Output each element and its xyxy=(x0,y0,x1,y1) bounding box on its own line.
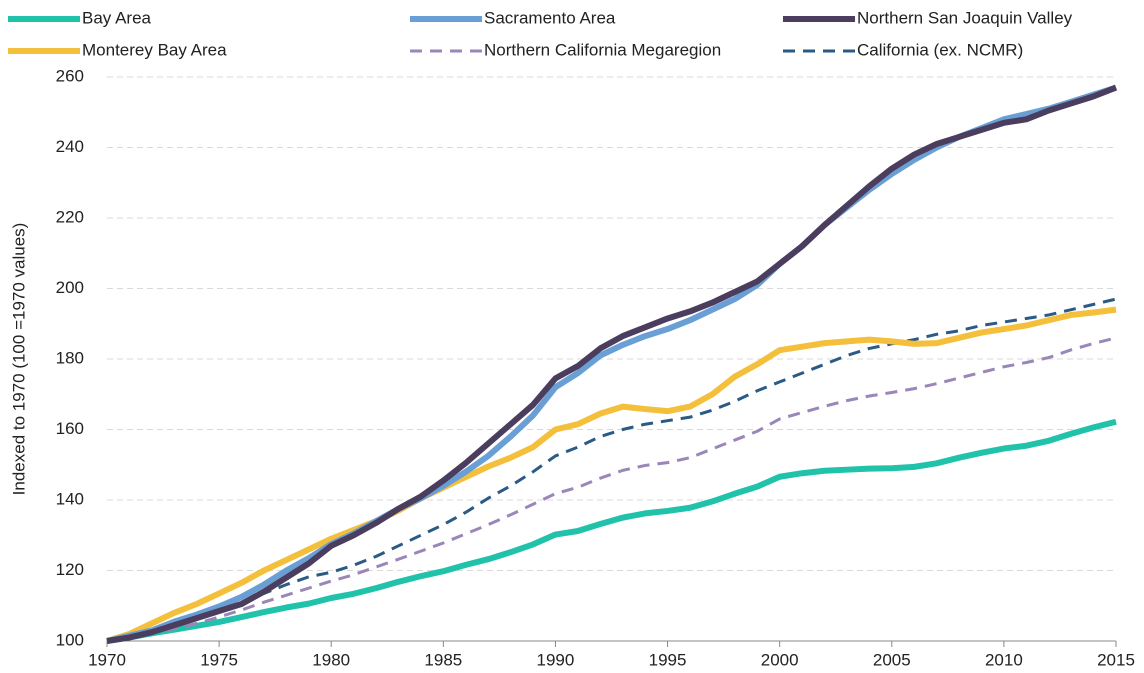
x-tick-label: 1995 xyxy=(649,650,687,669)
series-line xyxy=(106,84,1118,644)
series-line xyxy=(106,297,1117,643)
legend-label: Monterey Bay Area xyxy=(82,40,227,59)
x-tick-label: 1990 xyxy=(537,650,575,669)
x-tick-label: 2005 xyxy=(873,650,911,669)
series-line xyxy=(106,84,1117,644)
y-tick-label: 180 xyxy=(56,348,84,367)
x-tick-label: 1970 xyxy=(88,650,126,669)
x-tick-label: 1985 xyxy=(424,650,462,669)
y-tick-label: 260 xyxy=(56,66,84,85)
x-tick-label: 1975 xyxy=(200,650,238,669)
y-tick-label: 140 xyxy=(56,489,84,508)
y-tick-label: 160 xyxy=(56,419,84,438)
legend-label: Sacramento Area xyxy=(484,8,616,27)
legend-label: Bay Area xyxy=(82,8,152,27)
series-line xyxy=(106,336,1117,643)
legend-label: Northern California Megaregion xyxy=(484,40,721,59)
series-line xyxy=(106,418,1117,644)
x-tick-label: 2010 xyxy=(985,650,1023,669)
y-tick-label: 220 xyxy=(56,207,84,226)
legend-label: Northern San Joaquin Valley xyxy=(857,8,1073,27)
x-tick-label: 2000 xyxy=(761,650,799,669)
y-tick-label: 200 xyxy=(56,278,84,297)
y-tick-label: 240 xyxy=(56,137,84,156)
x-tick-label: 1980 xyxy=(312,650,350,669)
y-tick-label: 100 xyxy=(56,630,84,649)
series-line xyxy=(106,306,1117,644)
y-tick-label: 120 xyxy=(56,560,84,579)
y-axis-label: Indexed to 1970 (100 =1970 values) xyxy=(9,223,28,496)
legend-label: California (ex. NCMR) xyxy=(857,40,1023,59)
x-tick-label: 2015 xyxy=(1097,650,1135,669)
